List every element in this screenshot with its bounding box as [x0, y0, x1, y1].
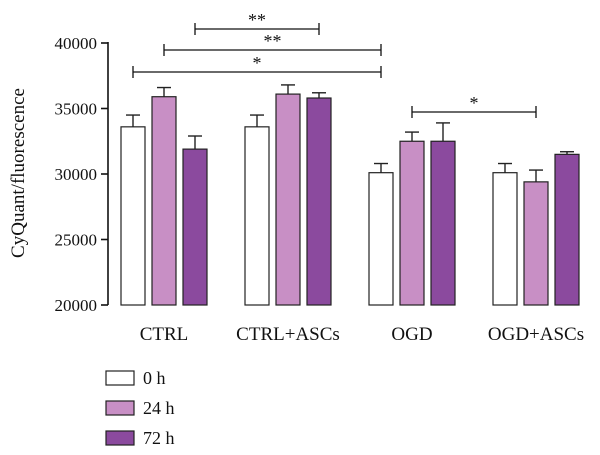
legend-label: 0 h	[143, 368, 166, 388]
bar	[368, 172, 394, 306]
significance-label: *	[470, 93, 479, 113]
bar	[151, 96, 177, 306]
legend-swatch	[105, 400, 135, 416]
bar	[182, 148, 208, 306]
y-tick-label: 35000	[55, 100, 98, 119]
bar	[554, 153, 580, 306]
bar	[430, 140, 456, 306]
axes: 20000 25000 30000 35000 40000 CTRL CTRL+ASCs OG…	[55, 34, 585, 345]
y-tick-label: 30000	[55, 165, 98, 184]
legend-label: 24 h	[143, 398, 175, 418]
significance-brackets: ******	[132, 10, 537, 118]
legend-label: 72 h	[143, 428, 175, 448]
legend-swatch	[105, 430, 135, 446]
significance-label: **	[248, 10, 266, 30]
category-label: OGD+ASCs	[488, 324, 584, 345]
bars	[120, 84, 580, 306]
bar	[523, 181, 549, 306]
bar	[275, 93, 301, 306]
category-label: CTRL+ASCs	[236, 324, 340, 345]
y-axis-title: CyQuant/fluorescence	[8, 88, 29, 258]
legend-swatch	[105, 370, 135, 386]
y-tick-label: 25000	[55, 231, 98, 250]
bar	[306, 97, 332, 306]
category-label: CTRL	[140, 324, 189, 345]
legend: 0 h 24 h 72 h	[105, 368, 175, 448]
category-label: OGD	[391, 324, 432, 345]
y-tick-label: 40000	[55, 34, 98, 53]
bar	[244, 126, 270, 306]
bar	[399, 140, 425, 306]
significance-label: *	[253, 53, 262, 73]
bar	[492, 172, 518, 306]
significance-label: **	[264, 31, 282, 51]
y-tick-label: 20000	[55, 296, 98, 315]
bar	[120, 126, 146, 306]
